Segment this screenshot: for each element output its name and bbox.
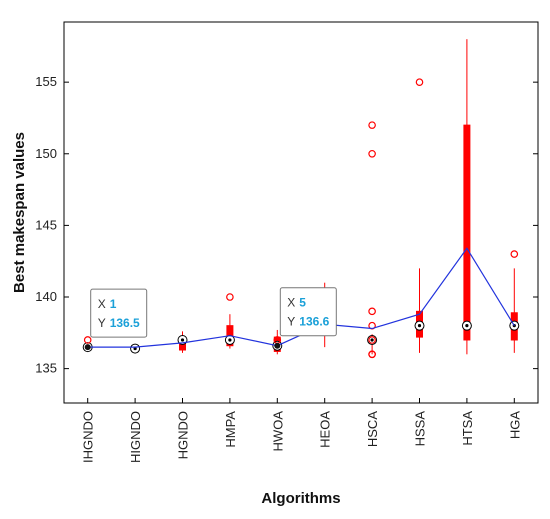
y-tick-label: 140 (35, 289, 57, 304)
datatip-y-value: 136.5 (110, 316, 140, 330)
y-tick-label: 135 (35, 361, 57, 376)
axes-layer: 135 140 145 150 155 IHGNDO HIGNDO HGNDO HMPA HWOA… (35, 21, 539, 463)
datatip-y-value: 136.6 (299, 315, 329, 329)
x-category-label: HGA (507, 411, 522, 440)
x-category-label: HSSA (413, 411, 428, 447)
datatip-x-label: X (98, 297, 106, 311)
datatip-box (90, 288, 148, 338)
outlier-point (226, 293, 234, 301)
median-dot (180, 338, 185, 342)
outlier-point (368, 149, 376, 158)
datatip-box (279, 287, 337, 337)
x-category-label: HMPA (223, 411, 238, 448)
datatip[interactable]: X 5Y 136.6 (279, 287, 337, 337)
x-category-label: IHGNDO (81, 411, 96, 463)
median-dot (370, 338, 374, 342)
y-tick-label: 145 (35, 217, 57, 232)
x-category-label: HWOA (270, 411, 285, 452)
y-tick-label: 150 (35, 146, 57, 161)
datatip[interactable]: X 1Y 136.5 (90, 288, 148, 338)
x-axis-title: Algorithms (261, 490, 340, 507)
datatip-marker[interactable] (84, 344, 91, 351)
median-dot (465, 324, 469, 328)
median-dot (228, 338, 232, 342)
datatip-marker[interactable] (274, 342, 281, 349)
datatips-layer: X 1Y 136.5X 5Y 136.6 (84, 287, 337, 351)
y-axis-title: Best makespan values (11, 132, 28, 293)
box-body (463, 124, 471, 341)
y-tick-label: 155 (35, 74, 57, 89)
outlier-point (510, 250, 519, 258)
outlier-point (368, 307, 376, 316)
plot-frame (63, 21, 539, 404)
outlier-point (368, 336, 376, 344)
outlier-point (83, 336, 92, 344)
outlier-point (415, 78, 424, 86)
x-category-label: HGNDO (176, 411, 191, 459)
datatip-x-value: 5 (299, 296, 306, 310)
x-category-label: HIGNDO (128, 411, 143, 463)
x-category-label: HEOA (318, 411, 333, 448)
datatip-y-label: Y (98, 316, 106, 330)
median-dot (417, 324, 422, 328)
median-dot (133, 346, 137, 351)
datatip-x-value: 1 (110, 297, 117, 311)
x-category-label: HSCA (365, 411, 380, 447)
x-category-label: HTSA (460, 411, 475, 446)
datatip-x-label: X (287, 296, 295, 310)
outlier-point (368, 350, 376, 359)
datatip-y-label: Y (287, 315, 295, 329)
outlier-point (368, 121, 376, 129)
